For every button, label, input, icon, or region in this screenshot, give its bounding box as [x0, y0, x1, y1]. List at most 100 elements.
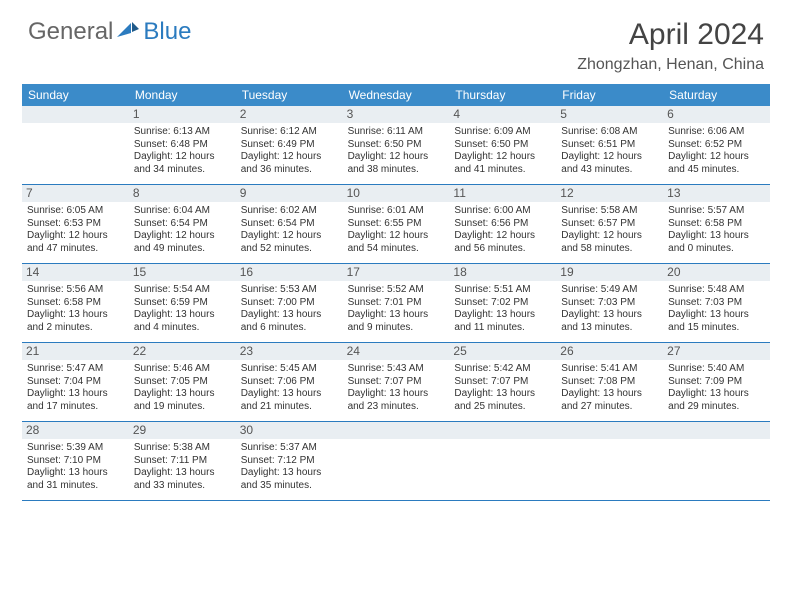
- day-cell: 4Sunrise: 6:09 AM Sunset: 6:50 PM Daylig…: [449, 106, 556, 184]
- day-cell: 30 Sunrise: 5:37 AM Sunset: 7:12 PM Dayli…: [236, 422, 343, 500]
- day-cell: 15 Sunrise: 5:54 AM Sunset: 6:59 PM Dayli…: [129, 264, 236, 342]
- day-number: 7: [22, 185, 129, 202]
- day-number: 24: [343, 343, 450, 360]
- day-cell: 23 Sunrise: 5:45 AM Sunset: 7:06 PM Dayli…: [236, 343, 343, 421]
- day-cell: 13Sunrise: 5:57 AM Sunset: 6:58 PM Dayli…: [663, 185, 770, 263]
- day-number: 10: [343, 185, 450, 202]
- day-cell: 8 Sunrise: 6:04 AM Sunset: 6:54 PM Daylig…: [129, 185, 236, 263]
- day-cell: 9 Sunrise: 6:02 AM Sunset: 6:54 PM Daylig…: [236, 185, 343, 263]
- day-cell: 14Sunrise: 5:56 AM Sunset: 6:58 PM Dayli…: [22, 264, 129, 342]
- day-number: 21: [22, 343, 129, 360]
- day-number: 29: [129, 422, 236, 439]
- day-detail: Sunrise: 6:01 AM Sunset: 6:55 PM Dayligh…: [348, 205, 445, 255]
- day-cell: 28Sunrise: 5:39 AM Sunset: 7:10 PM Dayli…: [22, 422, 129, 500]
- day-number: 20: [663, 264, 770, 281]
- dow-monday: Monday: [129, 84, 236, 106]
- day-number: 11: [449, 185, 556, 202]
- dow-saturday: Saturday: [663, 84, 770, 106]
- day-number: 4: [449, 106, 556, 123]
- day-detail: Sunrise: 5:41 AM Sunset: 7:08 PM Dayligh…: [561, 363, 658, 413]
- day-number: [663, 422, 770, 439]
- day-cell: 6 Sunrise: 6:06 AM Sunset: 6:52 PM Daylig…: [663, 106, 770, 184]
- day-detail: Sunrise: 5:53 AM Sunset: 7:00 PM Dayligh…: [241, 284, 338, 334]
- day-detail: Sunrise: 5:40 AM Sunset: 7:09 PM Dayligh…: [668, 363, 765, 413]
- day-cell: 10 Sunrise: 6:01 AM Sunset: 6:55 PM Dayli…: [343, 185, 450, 263]
- day-detail: Sunrise: 6:11 AM Sunset: 6:50 PM Dayligh…: [348, 126, 445, 176]
- day-number: 8: [129, 185, 236, 202]
- day-cell: 19 Sunrise: 5:49 AM Sunset: 7:03 PM Dayli…: [556, 264, 663, 342]
- logo-text-2: Blue: [143, 18, 191, 46]
- header: General Blue April 2024 Zhongzhan, Henan…: [0, 0, 792, 78]
- dow-thursday: Thursday: [449, 84, 556, 106]
- day-detail: Sunrise: 5:54 AM Sunset: 6:59 PM Dayligh…: [134, 284, 231, 334]
- logo: General Blue: [28, 18, 191, 46]
- day-detail: Sunrise: 5:37 AM Sunset: 7:12 PM Dayligh…: [241, 442, 338, 492]
- week-row: 7 Sunrise: 6:05 AM Sunset: 6:53 PM Daylig…: [22, 185, 770, 264]
- day-detail: Sunrise: 5:51 AM Sunset: 7:02 PM Dayligh…: [454, 284, 551, 334]
- day-number: 17: [343, 264, 450, 281]
- dow-sunday: Sunday: [22, 84, 129, 106]
- day-number: 28: [22, 422, 129, 439]
- day-cell: 24Sunrise: 5:43 AM Sunset: 7:07 PM Dayli…: [343, 343, 450, 421]
- day-number: [22, 106, 129, 123]
- day-number: 5: [556, 106, 663, 123]
- week-row: 1 Sunrise: 6:13 AM Sunset: 6:48 PM Daylig…: [22, 106, 770, 185]
- day-cell: [556, 422, 663, 500]
- day-detail: Sunrise: 6:02 AM Sunset: 6:54 PM Dayligh…: [241, 205, 338, 255]
- week-row: 14Sunrise: 5:56 AM Sunset: 6:58 PM Dayli…: [22, 264, 770, 343]
- day-cell: 17Sunrise: 5:52 AM Sunset: 7:01 PM Dayli…: [343, 264, 450, 342]
- day-number: 2: [236, 106, 343, 123]
- day-cell: 2 Sunrise: 6:12 AM Sunset: 6:49 PM Daylig…: [236, 106, 343, 184]
- day-cell: 16Sunrise: 5:53 AM Sunset: 7:00 PM Dayli…: [236, 264, 343, 342]
- day-number: [556, 422, 663, 439]
- day-number: 3: [343, 106, 450, 123]
- day-cell: 20Sunrise: 5:48 AM Sunset: 7:03 PM Dayli…: [663, 264, 770, 342]
- day-cell: [449, 422, 556, 500]
- day-detail: Sunrise: 6:05 AM Sunset: 6:53 PM Dayligh…: [27, 205, 124, 255]
- day-detail: Sunrise: 6:12 AM Sunset: 6:49 PM Dayligh…: [241, 126, 338, 176]
- day-detail: Sunrise: 5:45 AM Sunset: 7:06 PM Dayligh…: [241, 363, 338, 413]
- day-number: 9: [236, 185, 343, 202]
- day-number: 30: [236, 422, 343, 439]
- flag-icon: [117, 18, 139, 46]
- calendar: SundayMondayTuesdayWednesdayThursdayFrid…: [22, 84, 770, 501]
- week-row: 28Sunrise: 5:39 AM Sunset: 7:10 PM Dayli…: [22, 422, 770, 501]
- day-number: 12: [556, 185, 663, 202]
- page-title: April 2024: [577, 18, 764, 52]
- day-number: 23: [236, 343, 343, 360]
- weeks-container: 1 Sunrise: 6:13 AM Sunset: 6:48 PM Daylig…: [22, 106, 770, 501]
- day-number: [343, 422, 450, 439]
- day-number: 15: [129, 264, 236, 281]
- day-cell: 29Sunrise: 5:38 AM Sunset: 7:11 PM Dayli…: [129, 422, 236, 500]
- day-number: 19: [556, 264, 663, 281]
- day-detail: Sunrise: 6:00 AM Sunset: 6:56 PM Dayligh…: [454, 205, 551, 255]
- day-detail: Sunrise: 5:49 AM Sunset: 7:03 PM Dayligh…: [561, 284, 658, 334]
- day-detail: Sunrise: 5:57 AM Sunset: 6:58 PM Dayligh…: [668, 205, 765, 255]
- day-cell: 21Sunrise: 5:47 AM Sunset: 7:04 PM Dayli…: [22, 343, 129, 421]
- location: Zhongzhan, Henan, China: [577, 56, 764, 74]
- day-number: 25: [449, 343, 556, 360]
- day-detail: Sunrise: 6:13 AM Sunset: 6:48 PM Dayligh…: [134, 126, 231, 176]
- day-cell: 1 Sunrise: 6:13 AM Sunset: 6:48 PM Daylig…: [129, 106, 236, 184]
- day-detail: Sunrise: 6:04 AM Sunset: 6:54 PM Dayligh…: [134, 205, 231, 255]
- day-number: 22: [129, 343, 236, 360]
- day-number: 14: [22, 264, 129, 281]
- day-detail: Sunrise: 5:46 AM Sunset: 7:05 PM Dayligh…: [134, 363, 231, 413]
- day-detail: Sunrise: 5:42 AM Sunset: 7:07 PM Dayligh…: [454, 363, 551, 413]
- week-row: 21Sunrise: 5:47 AM Sunset: 7:04 PM Dayli…: [22, 343, 770, 422]
- dow-tuesday: Tuesday: [236, 84, 343, 106]
- title-block: April 2024 Zhongzhan, Henan, China: [577, 18, 764, 74]
- day-number: 27: [663, 343, 770, 360]
- day-detail: Sunrise: 6:06 AM Sunset: 6:52 PM Dayligh…: [668, 126, 765, 176]
- day-cell: 27 Sunrise: 5:40 AM Sunset: 7:09 PM Dayli…: [663, 343, 770, 421]
- day-number: 1: [129, 106, 236, 123]
- day-number: 26: [556, 343, 663, 360]
- day-number: [449, 422, 556, 439]
- day-cell: 18 Sunrise: 5:51 AM Sunset: 7:02 PM Dayli…: [449, 264, 556, 342]
- day-detail: Sunrise: 5:58 AM Sunset: 6:57 PM Dayligh…: [561, 205, 658, 255]
- dow-friday: Friday: [556, 84, 663, 106]
- day-number: 6: [663, 106, 770, 123]
- day-number: 18: [449, 264, 556, 281]
- day-cell: 25 Sunrise: 5:42 AM Sunset: 7:07 PM Dayli…: [449, 343, 556, 421]
- day-cell: 12 Sunrise: 5:58 AM Sunset: 6:57 PM Dayli…: [556, 185, 663, 263]
